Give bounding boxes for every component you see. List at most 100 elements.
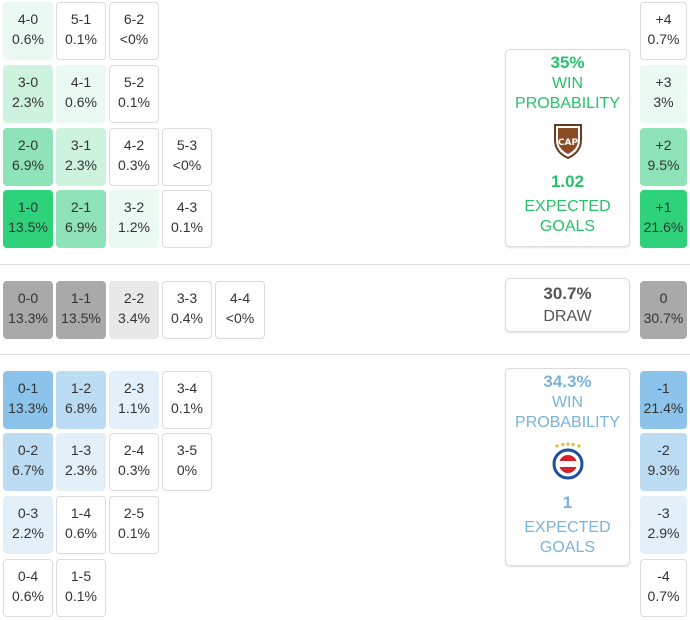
- scoreline-cell[interactable]: 4-0 0.6%: [3, 2, 53, 60]
- goal-margin-cell[interactable]: +1 21.6%: [640, 190, 687, 248]
- cell-probability: 1.1%: [118, 400, 150, 416]
- scoreline-cell[interactable]: 0-4 0.6%: [3, 559, 53, 617]
- scoreline-cell[interactable]: 3-2 1.2%: [109, 190, 159, 248]
- cell-score: 0-3: [17, 505, 39, 521]
- cell-probability: 2.3%: [65, 157, 97, 173]
- cell-probability: 0%: [176, 462, 198, 478]
- cell-score: -2: [657, 442, 670, 458]
- cell-score: 0: [659, 290, 668, 306]
- goal-margin-cell[interactable]: -1 21.4%: [640, 371, 687, 429]
- draw-scoreline-cell[interactable]: 0-0 13.3%: [3, 281, 53, 339]
- cell-probability: 13.5%: [8, 219, 48, 235]
- draw-scoreline-cell[interactable]: 3-3 0.4%: [162, 281, 212, 339]
- goal-margin-cell[interactable]: -4 0.7%: [640, 559, 687, 617]
- draw-scoreline-cell[interactable]: 1-1 13.5%: [56, 281, 106, 339]
- cell-probability: 3%: [653, 94, 674, 110]
- scoreline-cell[interactable]: 0-2 6.7%: [3, 433, 53, 491]
- cell-probability: <0%: [225, 310, 255, 326]
- scoreline-cell[interactable]: 4-2 0.3%: [109, 128, 159, 186]
- scoreline-cell[interactable]: 2-1 6.9%: [56, 190, 106, 248]
- scoreline-cell[interactable]: 4-1 0.6%: [56, 65, 106, 123]
- cell-probability: 21.4%: [643, 400, 684, 416]
- home-win-card: 35% WIN PROBABILITY CAP 1.02 EXPECTED GOALS: [505, 49, 630, 247]
- scoreline-cell[interactable]: 2-3 1.1%: [109, 371, 159, 429]
- scoreline-cell[interactable]: 0-3 2.2%: [3, 496, 53, 554]
- expected-goals-value: 1: [562, 493, 573, 512]
- cell-score: 1-3: [70, 442, 92, 458]
- scoreline-cell[interactable]: 2-4 0.3%: [109, 433, 159, 491]
- goal-margin-cell[interactable]: 0 30.7%: [640, 281, 687, 339]
- section-divider: [0, 264, 690, 265]
- cell-probability: 0.6%: [65, 94, 97, 110]
- scoreline-cell[interactable]: 5-3 <0%: [162, 128, 212, 186]
- scoreline-cell[interactable]: 3-4 0.1%: [162, 371, 212, 429]
- cell-score: 2-2: [123, 290, 145, 306]
- cell-score: -1: [657, 380, 670, 396]
- cell-score: 2-0: [17, 137, 39, 153]
- cell-score: 5-2: [123, 74, 145, 90]
- scoreline-cell[interactable]: 4-3 0.1%: [162, 190, 212, 248]
- cell-score: -3: [657, 505, 670, 521]
- scoreline-cell[interactable]: 2-0 6.9%: [3, 128, 53, 186]
- expected-goals-value: 1.02: [550, 172, 585, 191]
- scoreline-cell[interactable]: 5-2 0.1%: [109, 65, 159, 123]
- cell-score: 4-2: [123, 137, 145, 153]
- cell-probability: 13.3%: [8, 400, 48, 416]
- cell-score: 5-3: [176, 137, 198, 153]
- cell-probability: 30.7%: [643, 310, 684, 326]
- cell-score: 2-4: [123, 442, 145, 458]
- cell-probability: <0%: [172, 157, 202, 173]
- scoreline-cell[interactable]: 1-5 0.1%: [56, 559, 106, 617]
- crest-text: CAP: [557, 138, 578, 148]
- scoreline-cell[interactable]: 5-1 0.1%: [56, 2, 106, 60]
- goal-margin-cell[interactable]: -2 9.3%: [640, 433, 687, 491]
- cell-score: +1: [655, 199, 672, 215]
- scoreline-cell[interactable]: 3-1 2.3%: [56, 128, 106, 186]
- cell-probability: 0.1%: [171, 400, 203, 416]
- scoreline-cell[interactable]: 0-1 13.3%: [3, 371, 53, 429]
- draw-scoreline-cell[interactable]: 2-2 3.4%: [109, 281, 159, 339]
- scoreline-cell[interactable]: 6-2 <0%: [109, 2, 159, 60]
- cell-score: 1-2: [70, 380, 92, 396]
- cell-score: -4: [657, 568, 670, 584]
- cell-score: 1-1: [70, 290, 92, 306]
- draw-scoreline-cell[interactable]: 4-4 <0%: [215, 281, 265, 339]
- cell-score: 4-3: [176, 199, 198, 215]
- cell-probability: 13.5%: [61, 310, 101, 326]
- cell-probability: 6.9%: [65, 219, 97, 235]
- cell-score: 3-5: [176, 442, 198, 458]
- win-probability-value: 34.3%: [543, 372, 592, 391]
- cell-score: 3-1: [70, 137, 92, 153]
- goal-margin-cell[interactable]: +4 0.7%: [640, 2, 687, 60]
- goal-margin-cell[interactable]: +3 3%: [640, 65, 687, 123]
- cell-probability: 0.1%: [118, 94, 150, 110]
- cell-score: 3-3: [176, 290, 198, 306]
- scoreline-cell[interactable]: 1-0 13.5%: [3, 190, 53, 248]
- cell-score: 5-1: [70, 11, 92, 27]
- cell-probability: 6.9%: [12, 157, 44, 173]
- scoreline-cell[interactable]: 3-5 0%: [162, 433, 212, 491]
- expected-goals-label: EXPECTED GOALS: [524, 519, 611, 556]
- cell-probability: 13.3%: [8, 310, 48, 326]
- cell-probability: 2.2%: [12, 525, 44, 541]
- argentinos-crest-icon: [506, 441, 629, 486]
- platense-crest-icon: CAP: [506, 122, 629, 165]
- cell-score: 2-3: [123, 380, 145, 396]
- scoreline-cell[interactable]: 1-2 6.8%: [56, 371, 106, 429]
- cell-score: 4-0: [17, 11, 39, 27]
- goal-margin-cell[interactable]: +2 9.5%: [640, 128, 687, 186]
- scoreline-cell[interactable]: 2-5 0.1%: [109, 496, 159, 554]
- cell-probability: 0.6%: [12, 31, 44, 47]
- scoreline-cell[interactable]: 1-4 0.6%: [56, 496, 106, 554]
- section-divider: [0, 354, 690, 355]
- goal-margin-cell[interactable]: -3 2.9%: [640, 496, 687, 554]
- scoreline-cell[interactable]: 1-3 2.3%: [56, 433, 106, 491]
- cell-probability: 6.7%: [12, 462, 44, 478]
- cell-probability: 2.9%: [647, 525, 680, 541]
- cell-score: 6-2: [123, 11, 145, 27]
- cell-score: 3-2: [123, 199, 145, 215]
- cell-probability: 0.3%: [118, 462, 150, 478]
- cell-score: 3-4: [176, 380, 198, 396]
- scoreline-cell[interactable]: 3-0 2.3%: [3, 65, 53, 123]
- cell-score: 1-5: [70, 568, 92, 584]
